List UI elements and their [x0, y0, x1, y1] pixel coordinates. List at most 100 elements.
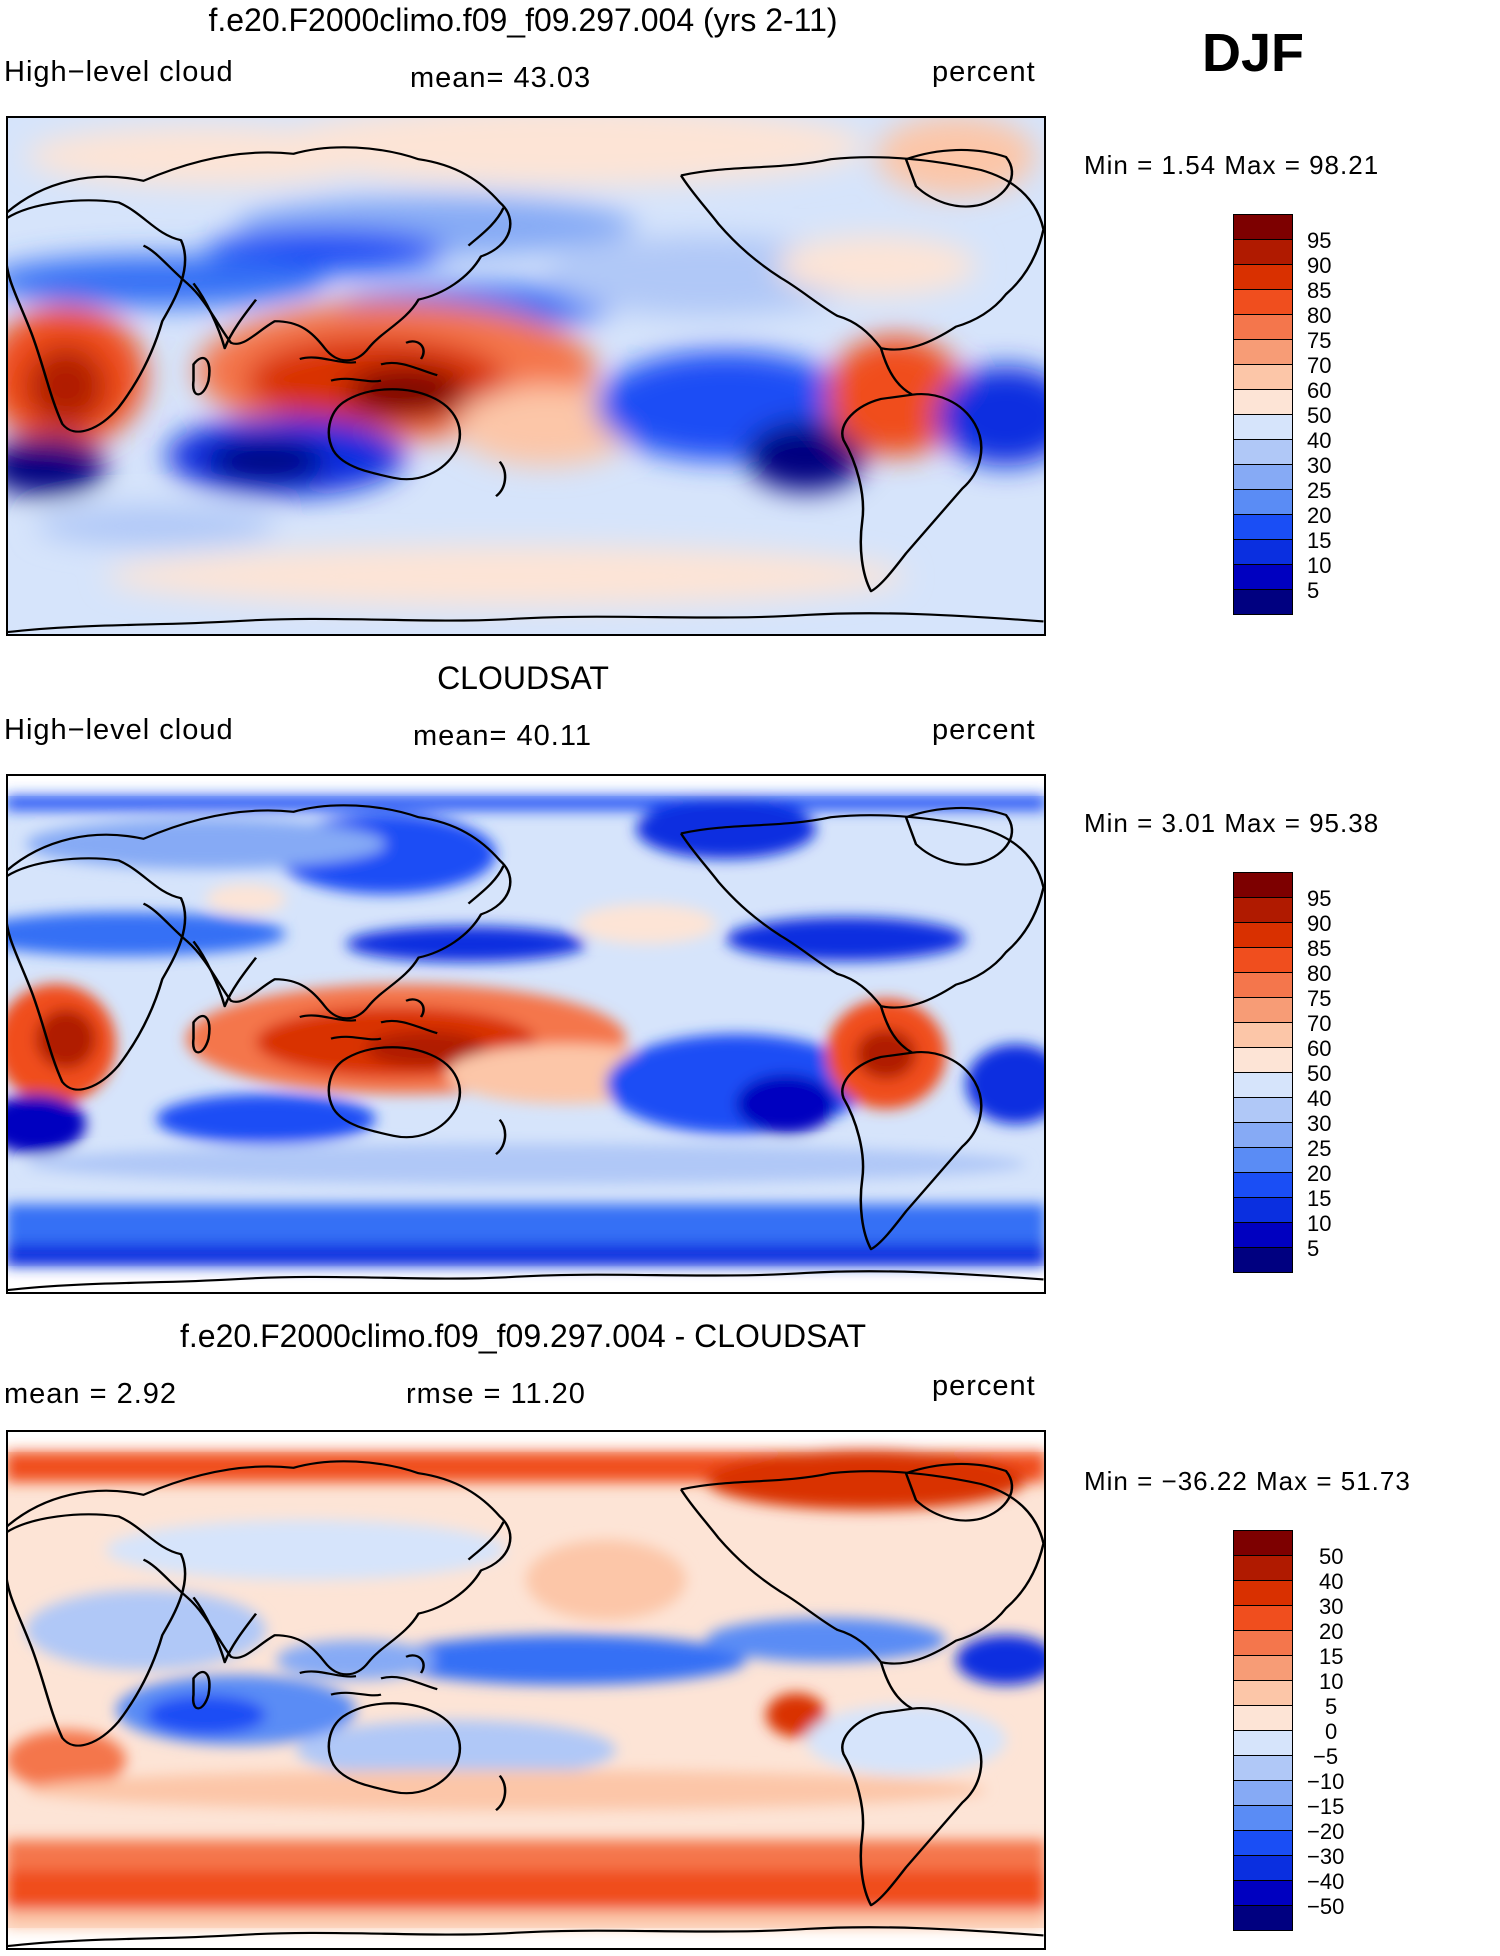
colorbar-swatch — [1233, 1047, 1293, 1073]
colorbar-swatch — [1233, 1147, 1293, 1173]
colorbar-swatch — [1233, 897, 1293, 923]
map-model — [6, 116, 1046, 636]
colorbar-swatch — [1233, 1530, 1293, 1556]
colorbar-label: −10 — [1307, 1769, 1345, 1794]
colorbar-swatch — [1233, 1680, 1293, 1706]
colorbar-swatch — [1233, 1780, 1293, 1806]
colorbar-label: 75 — [1307, 986, 1332, 1011]
map-observation — [6, 774, 1046, 1294]
colorbar-label: 30 — [1319, 1594, 1344, 1619]
colorbar-label: 60 — [1307, 378, 1332, 403]
colorbar-label: −30 — [1307, 1844, 1345, 1869]
colorbar-swatch — [1233, 264, 1293, 290]
colorbar-label: −15 — [1307, 1794, 1345, 1819]
colorbar-swatch — [1233, 1730, 1293, 1756]
colorbar-label: 85 — [1307, 936, 1332, 961]
colorbar-swatch — [1233, 1580, 1293, 1606]
colorbar-swatch — [1233, 1655, 1293, 1681]
colorbar-swatch — [1233, 997, 1293, 1023]
colorbar-label: 30 — [1307, 453, 1332, 478]
colorbar-label: 5 — [1307, 578, 1320, 603]
colorbar-label: 70 — [1307, 353, 1332, 378]
colorbar-swatch — [1233, 214, 1293, 240]
min-max-label: Min = 3.01 Max = 95.38 — [1084, 808, 1380, 838]
units-label: percent — [932, 1370, 1036, 1402]
colorbar-swatch — [1233, 1805, 1293, 1831]
min-max-label: Min = 1.54 Max = 98.21 — [1084, 150, 1380, 180]
colorbar-label: 40 — [1307, 1086, 1332, 1111]
colorbar-difference: 50 40 30 20 15 10 5 0 −5 −10 −15 −20 −30… — [1233, 1530, 1344, 1942]
colorbar-label: 10 — [1319, 1669, 1344, 1694]
colorbar-swatch — [1233, 1022, 1293, 1048]
colorbar-swatch — [1233, 339, 1293, 365]
mean-label: mean= 43.03 — [410, 62, 592, 94]
units-label: percent — [932, 714, 1036, 746]
colorbar-swatch — [1233, 1755, 1293, 1781]
colorbar-swatch — [1233, 1197, 1293, 1223]
rmse-label: rmse = 11.20 — [406, 1378, 586, 1410]
colorbar-swatch — [1233, 1905, 1293, 1931]
panel-title: f.e20.F2000climo.f09_f09.297.004 - CLOUD… — [180, 1318, 866, 1354]
colorbar-swatch — [1233, 1855, 1293, 1881]
mean-label: mean= 40.11 — [413, 720, 592, 752]
colorbar-label: 60 — [1307, 1036, 1332, 1061]
colorbar-swatch — [1233, 872, 1293, 898]
colorbar-swatch — [1233, 539, 1293, 565]
season-label: DJF — [1202, 23, 1305, 83]
colorbar-label: 20 — [1307, 1161, 1332, 1186]
colorbar-swatch — [1233, 1605, 1293, 1631]
colorbar-observation: 95 90 85 80 75 70 60 50 40 30 25 20 15 1… — [1233, 872, 1331, 1284]
colorbar-label: 50 — [1307, 1061, 1332, 1086]
colorbar-swatch — [1233, 389, 1293, 415]
panel-title: CLOUDSAT — [437, 660, 609, 696]
colorbar-label: 90 — [1307, 911, 1332, 936]
colorbar-label: 10 — [1307, 1211, 1332, 1236]
colorbar-swatch — [1233, 1222, 1293, 1248]
colorbar-label: 20 — [1319, 1619, 1344, 1644]
colorbar-label: −5 — [1313, 1744, 1339, 1769]
min-max-label: Min = −36.22 Max = 51.73 — [1084, 1466, 1411, 1496]
colorbar-label: 80 — [1307, 303, 1332, 328]
mean-label: mean = 2.92 — [4, 1378, 178, 1410]
colorbar-swatch — [1233, 1555, 1293, 1581]
colorbar-swatch — [1233, 1247, 1293, 1273]
colorbar-swatch — [1233, 589, 1293, 615]
colorbar-swatch — [1233, 1705, 1293, 1731]
colorbar-label: −40 — [1307, 1869, 1345, 1894]
colorbar-label: 40 — [1307, 428, 1332, 453]
colorbar-label: 15 — [1319, 1644, 1344, 1669]
colorbar-label: −50 — [1307, 1894, 1345, 1919]
colorbar-swatch — [1233, 947, 1293, 973]
panel-title: f.e20.F2000climo.f09_f09.297.004 (yrs 2-… — [208, 2, 838, 38]
variable-label: High−level cloud — [4, 56, 234, 88]
colorbar-label: 40 — [1319, 1569, 1344, 1594]
colorbar-swatch — [1233, 922, 1293, 948]
variable-label: High−level cloud — [4, 714, 234, 746]
colorbar-label: 5 — [1325, 1694, 1338, 1719]
colorbar-label: 20 — [1307, 503, 1332, 528]
colorbar-swatch — [1233, 972, 1293, 998]
colorbar-label: 75 — [1307, 328, 1332, 353]
colorbar-swatch — [1233, 514, 1293, 540]
colorbar-swatch — [1233, 1830, 1293, 1856]
colorbar-swatch — [1233, 1172, 1293, 1198]
colorbar-label: 25 — [1307, 1136, 1332, 1161]
colorbar-label: 85 — [1307, 278, 1332, 303]
colorbar-label: 10 — [1307, 553, 1332, 578]
colorbar-label: 25 — [1307, 478, 1332, 503]
colorbar-label: 15 — [1307, 1186, 1332, 1211]
colorbar-label: 95 — [1307, 228, 1332, 253]
colorbar-label: 90 — [1307, 253, 1332, 278]
map-difference — [6, 1430, 1046, 1950]
colorbar-label: 15 — [1307, 528, 1332, 553]
units-label: percent — [932, 56, 1036, 88]
colorbar-swatch — [1233, 489, 1293, 515]
colorbar-label: 95 — [1307, 886, 1332, 911]
colorbar-label: 50 — [1307, 403, 1332, 428]
colorbar-model: 95 90 85 80 75 70 60 50 40 30 25 20 15 1… — [1233, 214, 1331, 626]
colorbar-swatch — [1233, 1880, 1293, 1906]
colorbar-swatch — [1233, 439, 1293, 465]
colorbar-swatch — [1233, 1072, 1293, 1098]
colorbar-swatch — [1233, 1097, 1293, 1123]
colorbar-swatch — [1233, 289, 1293, 315]
